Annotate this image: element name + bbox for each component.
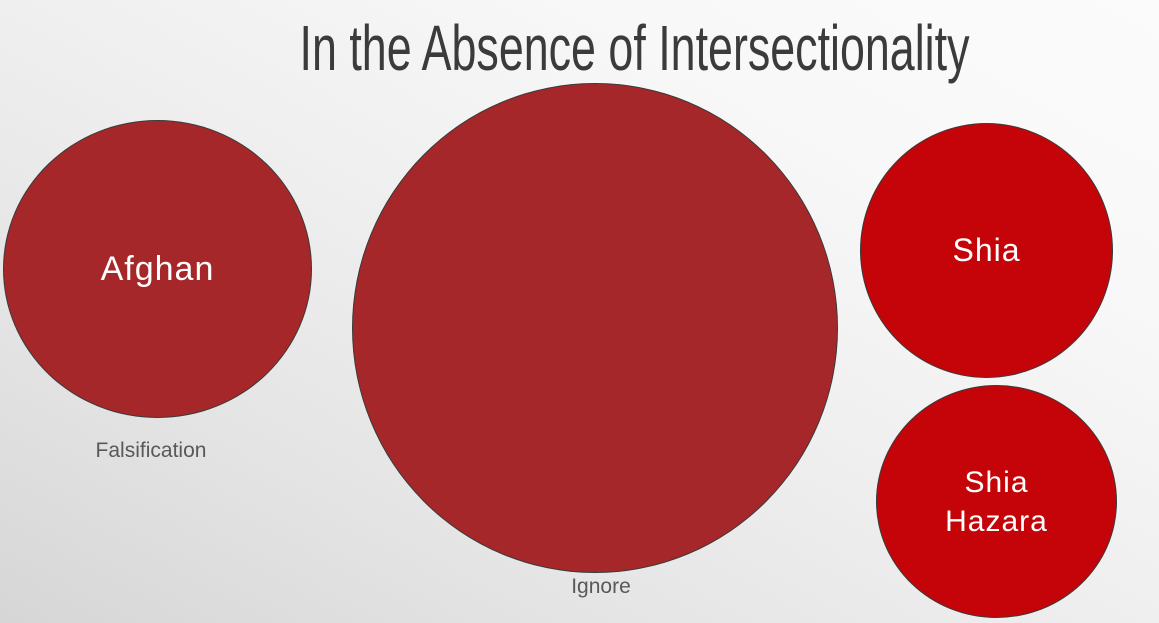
caption-falsification: Falsification: [95, 439, 207, 462]
bubble-afghan: Afghan: [3, 120, 312, 418]
bubble-ignore: [352, 83, 838, 573]
bubble-afghan-label: Afghan: [100, 249, 215, 288]
slide-title-text: In the Absence of Intersectionality: [300, 12, 970, 84]
bubble-shia-hazara: Shia Hazara: [876, 385, 1117, 618]
caption-ignore: Ignore: [571, 575, 631, 598]
bubble-shia-hazara-label: Shia Hazara: [945, 465, 1048, 538]
slide-title: In the Absence of Intersectionality: [115, 8, 1155, 88]
bubble-shia-label: Shia: [952, 232, 1021, 268]
bubble-shia: Shia: [860, 123, 1113, 378]
